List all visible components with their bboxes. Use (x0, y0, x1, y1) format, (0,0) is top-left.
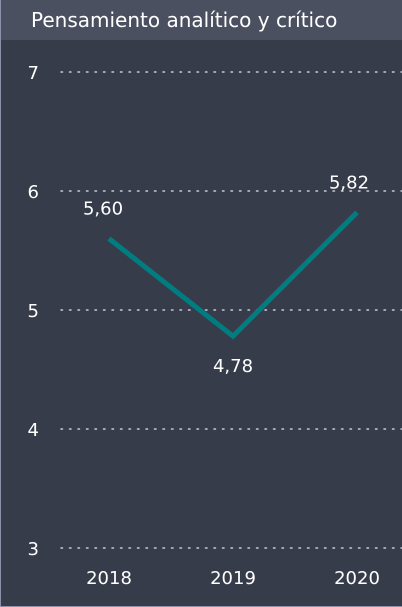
y-tick-label: 3 (28, 539, 39, 560)
y-tick-label: 6 (28, 182, 39, 203)
x-tick-label: 2018 (86, 568, 132, 589)
y-tick-label: 5 (28, 301, 39, 322)
x-tick-label: 2020 (334, 568, 380, 589)
data-label: 4,78 (213, 356, 253, 377)
series-line (107, 210, 359, 340)
data-label: 5,82 (329, 172, 369, 193)
data-label: 5,60 (83, 199, 123, 220)
x-tick-label: 2019 (210, 568, 256, 589)
y-tick-label: 4 (28, 420, 39, 441)
y-tick-label: 7 (28, 63, 39, 84)
chart-title: Pensamiento analítico y crítico (1, 0, 402, 40)
